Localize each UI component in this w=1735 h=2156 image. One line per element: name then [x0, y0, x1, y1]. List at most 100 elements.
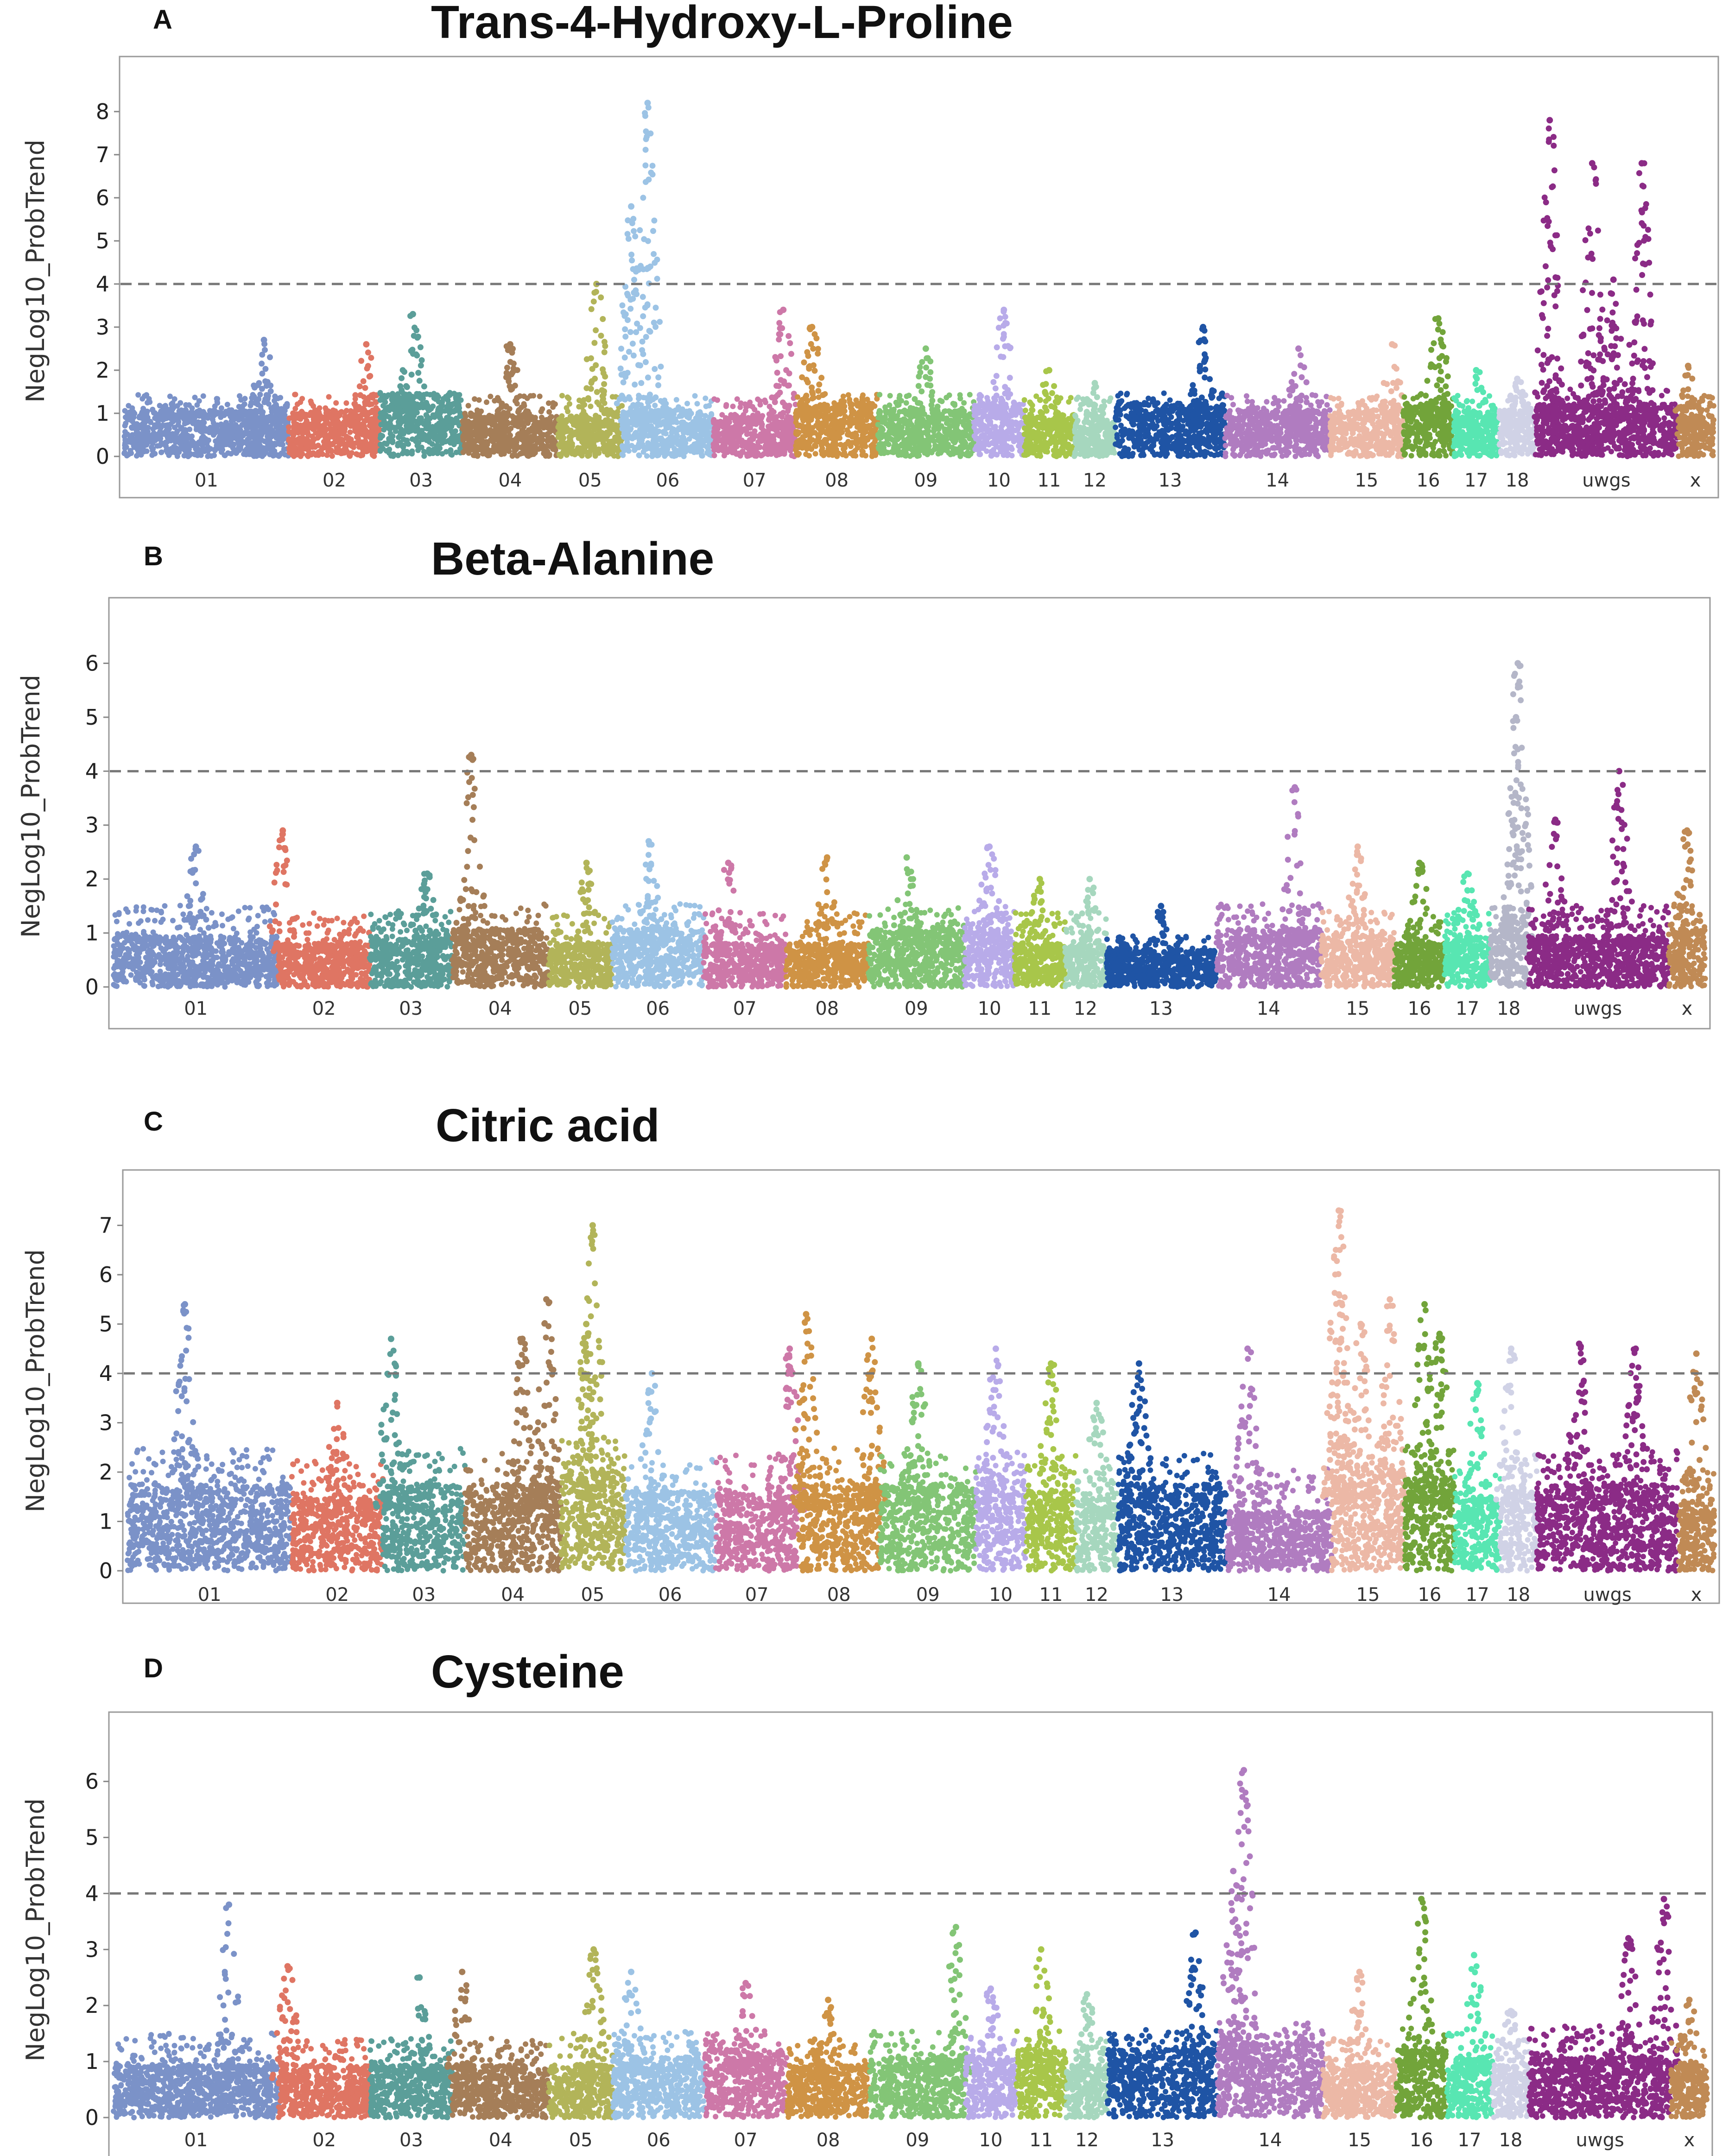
snp-point [556, 433, 562, 439]
snp-point [807, 436, 813, 442]
snp-point [637, 427, 643, 432]
snp-point [456, 402, 462, 408]
snp-point [624, 370, 631, 376]
snp-point [804, 405, 810, 411]
snp-point [760, 436, 766, 443]
snp-point [648, 170, 654, 176]
snp-point [551, 438, 557, 444]
snp-point [640, 294, 646, 300]
snp-point [497, 422, 504, 428]
snp-point [809, 446, 815, 452]
snp-point [177, 400, 184, 406]
snp-point [557, 416, 564, 422]
snp-point [583, 437, 589, 443]
snp-point [481, 449, 487, 455]
snp-point [255, 396, 262, 402]
snp-point [421, 449, 427, 455]
snp-point [343, 400, 349, 406]
snp-point [421, 383, 427, 390]
peak-point [260, 336, 267, 343]
snp-point [660, 405, 666, 411]
snp-point [627, 305, 634, 312]
snp-point [352, 409, 358, 415]
snp-point [323, 405, 329, 411]
snp-point [507, 359, 513, 365]
snp-point [813, 335, 820, 341]
snp-point [212, 448, 218, 454]
snp-point [810, 407, 817, 413]
snp-point [705, 437, 710, 443]
snp-point [712, 438, 718, 444]
snp-point [131, 443, 137, 449]
snp-point [640, 195, 646, 201]
snp-point [199, 435, 205, 441]
snp-point [413, 327, 420, 334]
snp-point [430, 403, 436, 409]
snp-point [500, 428, 505, 434]
snp-point [224, 402, 230, 407]
snp-point [650, 228, 656, 234]
snp-point [831, 400, 837, 406]
snp-point [290, 410, 296, 416]
snp-point [611, 444, 617, 450]
snp-point [424, 391, 430, 397]
snp-point [710, 418, 716, 424]
snp-point [636, 452, 642, 458]
snp-point [622, 428, 628, 434]
snp-point [453, 449, 459, 455]
panel-title: Trans-4-Hydroxy-L-Proline [431, 0, 1013, 48]
snp-point [698, 449, 704, 455]
snp-point [421, 453, 427, 459]
snp-point [527, 415, 533, 421]
snp-point [485, 453, 491, 459]
x-tick-label: 04 [498, 470, 522, 491]
snp-point [627, 297, 634, 303]
snp-point [138, 438, 144, 444]
snp-point [538, 434, 544, 440]
snp-point [574, 423, 580, 429]
snp-point [952, 401, 957, 407]
snp-point [600, 397, 606, 404]
snp-point [701, 417, 707, 423]
snp-point [413, 351, 419, 358]
snp-point [677, 413, 683, 419]
snp-point [652, 403, 658, 408]
snp-point [312, 425, 318, 431]
snp-point [200, 445, 206, 451]
snp-point [837, 405, 842, 411]
snp-point [403, 383, 410, 389]
snp-point [462, 418, 468, 424]
snp-point [704, 424, 710, 430]
snp-point [206, 430, 212, 436]
snp-point [420, 436, 426, 443]
snp-point [773, 383, 780, 389]
y-axis-label: NegLog10_ProbTrend [21, 139, 50, 403]
snp-point [692, 393, 698, 399]
snp-point [259, 412, 266, 418]
snp-point [250, 430, 256, 436]
snp-point [795, 394, 801, 400]
snp-point [820, 392, 826, 398]
snp-point [333, 400, 339, 406]
snp-point [439, 423, 445, 429]
snp-point [128, 436, 134, 442]
snp-point [812, 430, 818, 436]
snp-point [452, 419, 458, 425]
snp-point [805, 353, 811, 359]
snp-point [145, 415, 151, 420]
snp-point [262, 366, 269, 372]
snp-point [435, 427, 441, 433]
snp-point [622, 326, 628, 333]
snp-point [644, 301, 651, 308]
snp-point [139, 446, 145, 452]
snp-point [191, 417, 197, 424]
snp-point [734, 425, 740, 431]
snp-point [341, 447, 347, 453]
snp-point [508, 425, 514, 431]
snp-point [840, 410, 846, 416]
snp-point [276, 417, 283, 424]
snp-point [697, 409, 703, 415]
snp-point [651, 217, 658, 224]
snp-point [816, 413, 823, 420]
snp-point [818, 374, 825, 381]
